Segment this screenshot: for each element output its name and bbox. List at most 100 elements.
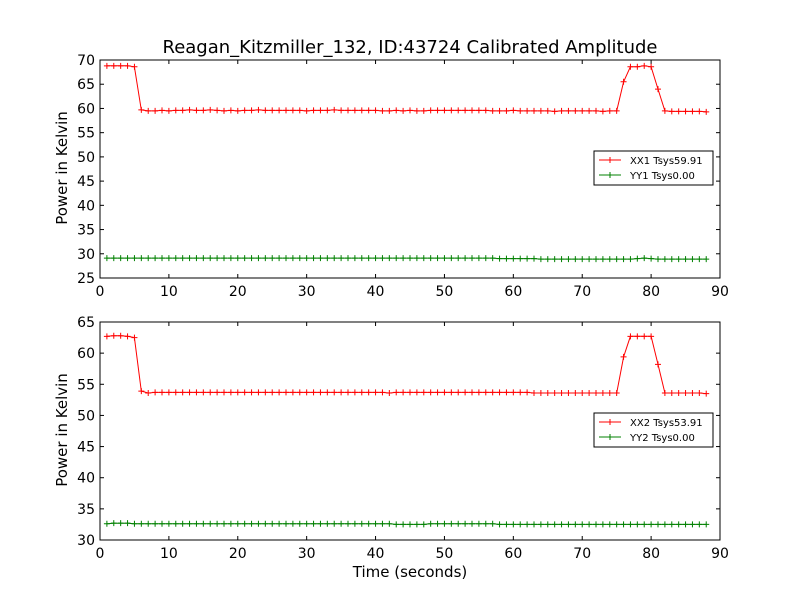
data-point	[351, 389, 358, 396]
data-point	[193, 107, 200, 114]
data-point	[565, 390, 572, 397]
data-point	[627, 521, 634, 528]
data-point	[110, 332, 117, 339]
data-point	[221, 107, 227, 114]
data-point	[599, 108, 606, 115]
axes-frame	[99, 59, 721, 279]
data-point	[372, 107, 379, 114]
data-point	[145, 520, 152, 527]
data-point	[537, 107, 544, 114]
data-point	[579, 256, 586, 263]
data-point	[331, 389, 338, 396]
data-point	[207, 106, 214, 113]
data-point	[613, 107, 620, 114]
data-point	[379, 520, 386, 527]
data-point	[703, 521, 710, 528]
data-point	[124, 255, 131, 262]
data-point	[503, 255, 510, 262]
data-point	[351, 520, 358, 527]
data-point	[159, 255, 165, 262]
data-point	[393, 107, 400, 114]
axes-frame	[99, 321, 721, 541]
data-point	[648, 63, 655, 70]
data-point	[510, 389, 517, 396]
data-point	[682, 521, 689, 528]
data-point	[434, 389, 441, 396]
data-point	[152, 107, 159, 114]
x-tick-label: 0	[96, 546, 105, 562]
data-point	[131, 255, 138, 262]
data-point	[455, 107, 462, 114]
data-point	[689, 256, 696, 263]
data-point	[138, 388, 145, 395]
data-point	[393, 255, 400, 262]
data-point	[386, 390, 393, 397]
data-point	[475, 389, 482, 396]
data-point	[489, 389, 496, 396]
data-point	[296, 389, 303, 396]
data-point	[303, 255, 310, 262]
data-point	[400, 521, 407, 528]
data-point	[227, 107, 234, 114]
data-point	[482, 389, 489, 396]
data-point	[117, 62, 124, 69]
data-point	[365, 107, 372, 114]
data-point	[400, 389, 407, 396]
data-point	[482, 107, 489, 114]
legend-box	[593, 150, 714, 186]
data-point	[179, 255, 186, 262]
data-point	[544, 107, 551, 114]
data-point	[510, 107, 517, 114]
y-axis-label-top: Power in Kelvin	[53, 111, 71, 225]
data-point	[496, 107, 503, 114]
data-point	[572, 521, 579, 528]
data-point	[200, 255, 207, 262]
data-point	[606, 256, 613, 263]
data-point	[413, 521, 420, 528]
data-point	[496, 521, 503, 528]
data-point	[131, 520, 138, 527]
data-point	[358, 520, 365, 527]
data-point	[517, 107, 524, 114]
data-point	[407, 107, 413, 114]
data-point	[165, 255, 172, 262]
data-point	[427, 389, 434, 396]
data-point	[207, 520, 214, 527]
data-point	[510, 521, 517, 528]
data-point	[296, 520, 303, 527]
data-point	[544, 390, 551, 397]
data-point	[241, 389, 248, 396]
data-point	[682, 108, 689, 115]
data-point	[172, 255, 179, 262]
data-point	[193, 520, 200, 527]
data-point	[386, 107, 393, 114]
data-point	[407, 255, 413, 262]
data-point	[531, 107, 537, 114]
data-point	[661, 390, 668, 397]
data-point	[524, 107, 531, 114]
data-point	[593, 107, 599, 114]
data-point	[317, 520, 324, 527]
data-point	[668, 108, 675, 115]
data-point	[345, 255, 351, 262]
data-point	[413, 107, 420, 114]
x-tick-label: 0	[96, 284, 105, 300]
series-line-yy1	[106, 257, 707, 260]
data-point	[338, 389, 345, 396]
data-point	[634, 255, 641, 262]
data-point	[537, 521, 544, 528]
data-point	[641, 333, 648, 340]
data-point	[413, 255, 420, 262]
data-point	[303, 389, 310, 396]
data-point	[420, 255, 427, 262]
data-point	[551, 390, 558, 397]
data-point	[462, 520, 469, 527]
x-tick-label: 10	[160, 546, 178, 562]
data-point	[338, 255, 345, 262]
data-point	[620, 78, 627, 85]
chart-title: Reagan_Kitzmiller_132, ID:43724 Calibrat…	[163, 37, 658, 58]
data-point	[544, 521, 551, 528]
data-point	[241, 107, 248, 114]
data-point	[331, 106, 338, 113]
data-point	[489, 520, 496, 527]
